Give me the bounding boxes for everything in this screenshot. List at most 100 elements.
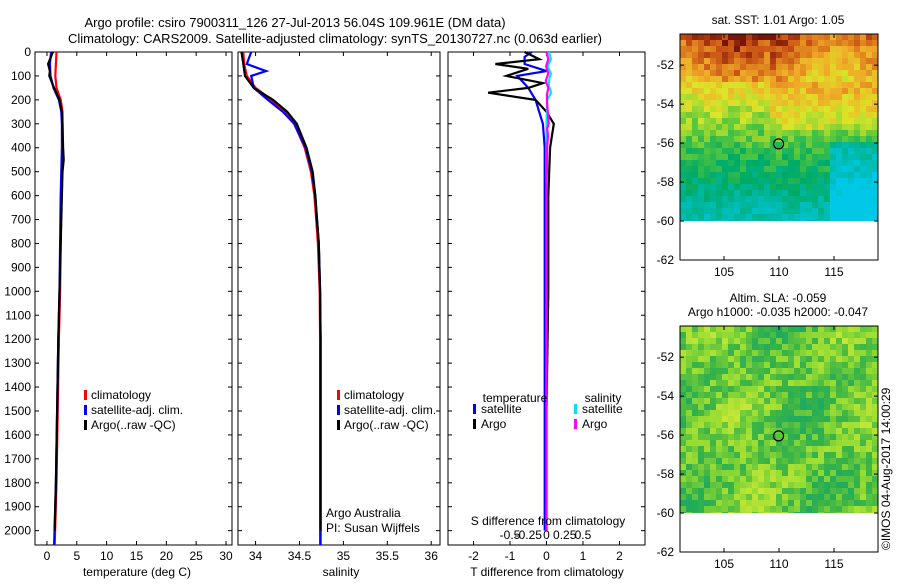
map-cell [692,190,698,196]
salinity-legend-label: Argo(..raw -QC) [344,418,429,432]
map-cell [740,374,746,380]
map-cell [776,46,782,52]
map-cell [692,392,698,398]
map-cell [734,410,740,416]
map-cell [752,112,758,118]
map-cell [734,82,740,88]
map-cell [728,202,734,208]
map-cell [812,148,818,154]
map-cell [866,446,872,452]
map-cell [752,452,758,458]
map-cell [806,136,812,142]
map-cell [686,166,692,172]
map-cell [794,458,800,464]
map-cell [692,166,698,172]
map-cell [860,488,866,494]
map-cell [800,136,806,142]
map-cell [770,338,776,344]
map-cell [818,130,824,136]
map-cell [686,458,692,464]
map-cell [728,476,734,482]
map-cell [722,494,728,500]
map-cell [692,70,698,76]
sst_map-argo-marker [772,138,785,150]
salinity-annotation-line2: PI: Susan Wijffels [326,521,420,535]
map-cell [788,494,794,500]
map-cell [716,46,722,52]
map-cell [704,184,710,190]
map-cell [764,94,770,100]
map-cell [686,452,692,458]
map-cell [806,196,812,202]
map-cell [812,470,818,476]
map-cell [836,482,842,488]
map-cell [752,208,758,214]
map-cell [800,500,806,506]
salinity-panel: 34 34.5 35 35.5 36climatologysatellite-adj. … [237,51,441,563]
map-cell [800,40,806,46]
map-cell [842,64,848,70]
map-cell [800,190,806,196]
map-cell [818,458,824,464]
map-cell [722,350,728,356]
map-cell [710,368,716,374]
map-cell [722,338,728,344]
map-cell [848,94,854,100]
map-cell [692,398,698,404]
map-cell [854,154,860,160]
map-cell [680,386,686,392]
map-cell [704,410,710,416]
map-cell [698,368,704,374]
map-cell [770,160,776,166]
map-cell [872,398,878,404]
map-cell [734,184,740,190]
map-cell [776,70,782,76]
map-cell [686,404,692,410]
map-cell [734,338,740,344]
map-cell [854,452,860,458]
map-cell [824,488,830,494]
map-cell [680,464,686,470]
map-cell [704,34,710,40]
map-cell [740,70,746,76]
map-cell [716,130,722,136]
map-cell [728,106,734,112]
map-cell [872,476,878,482]
map-cell [800,350,806,356]
map-cell [704,214,710,220]
map-cell [818,476,824,482]
map-cell [854,52,860,58]
map-cell [746,368,752,374]
map-cell [734,202,740,208]
map-cell [752,410,758,416]
sla_map-ytick-label: -58 [657,467,675,481]
map-cell [794,112,800,118]
map-cell [764,172,770,178]
map-cell [818,148,824,154]
map-cell [788,148,794,154]
map-cell [830,154,836,160]
map-cell [806,70,812,76]
map-cell [770,464,776,470]
salinity-annotation-line1: Argo Australia [326,506,401,520]
map-cell [806,154,812,160]
map-cell [872,112,878,118]
map-cell [794,166,800,172]
map-cell [716,338,722,344]
map-cell [734,190,740,196]
map-cell [764,76,770,82]
map-cell [686,214,692,220]
map-cell [692,434,698,440]
map-cell [692,464,698,470]
map-cell [854,350,860,356]
map-cell [776,464,782,470]
map-cell [746,64,752,70]
map-cell [776,124,782,130]
map-cell [824,196,830,202]
map-cell [776,148,782,154]
map-cell [830,52,836,58]
map-cell [770,106,776,112]
map-cell [776,440,782,446]
map-cell [758,344,764,350]
map-cell [812,112,818,118]
